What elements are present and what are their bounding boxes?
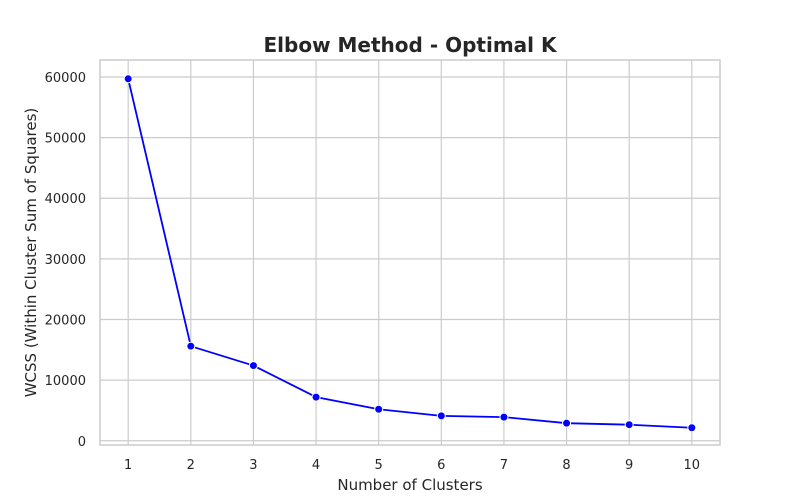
y-tick-label: 10000 <box>45 374 86 389</box>
y-tick-label: 40000 <box>45 192 86 207</box>
x-tick-label: 7 <box>500 458 508 473</box>
chart-title: Elbow Method - Optimal K <box>264 33 558 57</box>
data-point <box>123 74 133 84</box>
x-tick-label: 6 <box>437 458 445 473</box>
series-line <box>127 78 692 429</box>
y-tick-label: 50000 <box>45 132 86 147</box>
data-point <box>186 341 196 351</box>
x-tick-label: 3 <box>249 458 257 473</box>
data-point <box>311 392 321 402</box>
data-point <box>374 404 384 414</box>
data-point <box>248 361 258 371</box>
y-axis-label: WCSS (Within Cluster Sum of Squares) <box>22 108 40 398</box>
x-tick-label: 9 <box>625 458 633 473</box>
plot-border <box>99 59 721 446</box>
x-tick-label: 4 <box>312 458 320 473</box>
x-tick-label: 10 <box>684 458 701 473</box>
y-tick-label: 0 <box>78 435 86 450</box>
x-axis-label: Number of Clusters <box>337 476 482 494</box>
y-tick-label: 60000 <box>45 71 86 86</box>
grid <box>100 60 720 445</box>
plot-area <box>100 60 720 445</box>
x-tick-label: 2 <box>187 458 195 473</box>
data-point <box>562 418 572 428</box>
y-tick-label: 20000 <box>45 313 86 328</box>
data-point <box>499 412 509 422</box>
x-tick-label: 1 <box>124 458 132 473</box>
x-tick-label: 8 <box>562 458 570 473</box>
data-point <box>624 420 634 430</box>
x-tick-label: 5 <box>375 458 383 473</box>
series-layer <box>123 74 697 433</box>
data-point <box>436 411 446 421</box>
y-tick-label: 30000 <box>45 253 86 268</box>
data-point <box>687 423 697 433</box>
tick-labels: 1 2 3 4 5 6 7 8 9 10 0 10000 20000 30000 40000 50000 600… <box>45 71 700 473</box>
